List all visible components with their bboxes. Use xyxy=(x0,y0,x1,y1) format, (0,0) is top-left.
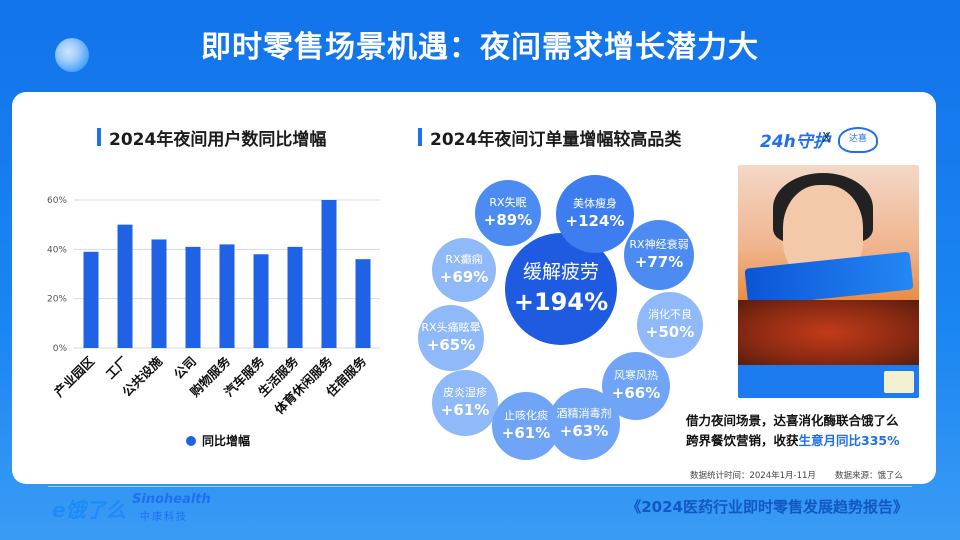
note-time: 数据统计时间：2024年1月-11月 xyxy=(690,471,816,481)
sinohealth-logo: Sinohealth xyxy=(132,492,211,507)
promo-poster-image xyxy=(738,165,919,398)
bubble-value: +61% xyxy=(501,424,551,442)
y-tick-label: 0% xyxy=(53,344,68,354)
poster-food xyxy=(738,300,919,365)
bubble-item: RX失眠 +89% xyxy=(475,180,541,246)
x-tick-label: 工厂 xyxy=(103,354,131,382)
y-tick-label: 60% xyxy=(47,196,67,206)
eleme-logo: e饿了么 xyxy=(52,498,126,522)
bubble-label: RX神经衰弱 xyxy=(629,238,689,251)
legend-label: 同比增幅 xyxy=(202,433,250,448)
promo-description: 借力夜间场景，达喜消化酶联合饿了么 跨界餐饮营销，收获生意月同比335% xyxy=(686,411,926,451)
promo-desc-prefix: 跨界餐饮营销，收获 xyxy=(686,433,799,448)
bar xyxy=(151,239,167,348)
page-title: 即时零售场景机遇：夜间需求增长潜力大 xyxy=(201,30,759,65)
poster-product-box xyxy=(884,371,914,393)
bar xyxy=(83,251,99,348)
bubble-value: +63% xyxy=(559,422,609,440)
bubble-value: +50% xyxy=(645,323,695,341)
left-section-title: 2024年夜间用户数同比增幅 xyxy=(97,125,326,150)
y-tick-label: 40% xyxy=(47,245,67,255)
brand-24h-logo: 24h守护 xyxy=(760,132,830,152)
legend-marker xyxy=(186,436,196,446)
bubble-label: 皮炎湿疹 xyxy=(443,386,487,399)
bubble-label: RX癫痫 xyxy=(445,253,483,266)
bubble-value: +66% xyxy=(611,384,661,402)
bar xyxy=(321,200,337,348)
bubble-value: +77% xyxy=(634,253,684,271)
bar xyxy=(355,259,371,348)
bubble-label: 酒精消毒剂 xyxy=(556,407,612,420)
bubble-item: 美体瘦身 +124% xyxy=(556,175,634,253)
bar xyxy=(185,246,201,348)
decor-orb xyxy=(55,38,89,72)
bubble-item: 消化不良 +50% xyxy=(637,292,703,358)
report-title: 《2024医药行业即时零售发展趋势报告》 xyxy=(626,498,908,516)
footer-divider xyxy=(48,486,912,487)
bar xyxy=(287,246,303,348)
promo-desc-highlight: 生意月同比335% xyxy=(798,433,900,448)
collab-x: X xyxy=(822,131,831,146)
bubble-label: RX头痛眩晕 xyxy=(421,321,481,334)
bubble-label: 止咳化痰 xyxy=(504,409,548,422)
x-tick-label: 产业园区 xyxy=(51,353,97,399)
middle-section-title: 2024年夜间订单量增幅较高品类 xyxy=(418,125,681,150)
bar xyxy=(219,244,235,348)
poster-banner xyxy=(744,251,914,307)
bubble-value: +69% xyxy=(439,268,489,286)
promo-desc-line2: 跨界餐饮营销，收获生意月同比335% xyxy=(686,431,926,451)
bubble-item: RX神经衰弱 +77% xyxy=(624,220,694,290)
bubble-value: +61% xyxy=(440,401,490,419)
bubble-item: RX头痛眩晕 +65% xyxy=(418,305,484,371)
y-tick-label: 20% xyxy=(47,295,67,305)
bubble-value: +89% xyxy=(483,211,533,229)
x-tick-label: 公司 xyxy=(171,354,199,382)
promo-desc-line1: 借力夜间场景，达喜消化酶联合饿了么 xyxy=(686,413,899,428)
sinohealth-logo-cn: 中康科技 xyxy=(140,512,188,523)
bubble-item: 缓解疲劳 +194% xyxy=(505,233,617,345)
bubble-label: 消化不良 xyxy=(648,308,692,321)
bubble-item: RX癫痫 +69% xyxy=(432,238,496,302)
bubble-item: 皮炎湿疹 +61% xyxy=(432,370,498,436)
bubble-value: +124% xyxy=(565,212,625,230)
brand-daxi-logo: 达喜 xyxy=(838,127,878,153)
bubble-label: 缓解疲劳 xyxy=(522,261,599,283)
bubble-label: RX失眠 xyxy=(489,196,527,209)
bubble-item: 酒精消毒剂 +63% xyxy=(548,388,620,460)
bar xyxy=(117,224,133,348)
bubble-value: +194% xyxy=(513,288,609,316)
bubble-label: 风寒风热 xyxy=(614,369,658,382)
note-source: 数据来源：饿了么 xyxy=(835,471,904,481)
bubble-label: 美体瘦身 xyxy=(573,197,617,210)
bar xyxy=(253,254,269,348)
bubble-value: +65% xyxy=(426,336,476,354)
